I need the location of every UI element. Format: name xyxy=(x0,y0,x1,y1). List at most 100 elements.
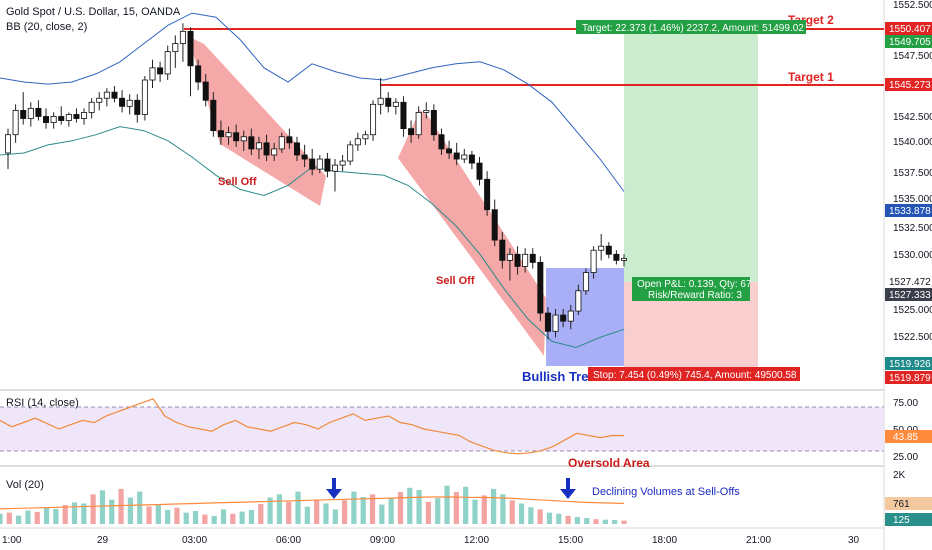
target-1-label: Target 1 xyxy=(788,70,834,84)
candle xyxy=(544,306,551,340)
candle xyxy=(73,108,80,123)
volume-bar xyxy=(612,519,618,524)
time-tick-label: 15:00 xyxy=(558,535,583,546)
volume-bar xyxy=(602,519,608,524)
price-tag-label: 1527.333 xyxy=(889,290,931,301)
time-tick-label: 29 xyxy=(97,535,109,546)
volume-bar xyxy=(183,512,189,524)
candle xyxy=(339,154,346,172)
candle xyxy=(263,134,270,162)
declining-volume-label: Declining Volumes at Sell-Offs xyxy=(592,486,740,498)
candle xyxy=(293,136,300,162)
down-arrow-icon xyxy=(326,478,342,499)
volume-tag xyxy=(885,497,932,510)
price-tick-label: 1535.000 xyxy=(893,194,932,205)
price-tag xyxy=(885,204,932,217)
volume-bar xyxy=(425,501,432,524)
candle xyxy=(316,154,323,174)
price-tag xyxy=(885,288,932,301)
target-info-text: Target: 22.373 (1.46%) 2237.2, Amount: 5… xyxy=(582,23,804,34)
bb-legend: BB (20, close, 2) xyxy=(6,21,87,33)
volume-bar xyxy=(341,500,348,524)
candle xyxy=(81,108,88,125)
time-tick-label: 21:00 xyxy=(746,535,771,546)
candle xyxy=(126,94,133,115)
candle xyxy=(354,132,361,151)
target-info-box[interactable] xyxy=(576,20,806,34)
candle xyxy=(446,140,453,160)
price-tag xyxy=(885,35,932,48)
open-pl-box[interactable] xyxy=(632,277,750,301)
oversold-label: Oversold Area xyxy=(568,456,650,470)
candle xyxy=(590,246,597,279)
volume-bar xyxy=(62,505,68,524)
candle xyxy=(141,75,148,121)
candle xyxy=(149,59,156,89)
volume-bar xyxy=(99,490,106,524)
candle xyxy=(88,98,95,119)
volume-bar xyxy=(0,513,3,524)
price-axis[interactable]: 1552.500 1547.500 1542.500 1540.000 1537.500… xyxy=(885,0,932,384)
profit-zone xyxy=(624,28,758,282)
volume-bar xyxy=(146,506,152,524)
candle xyxy=(324,152,331,178)
volume-axis[interactable]: 2K 761 125 xyxy=(885,470,932,526)
candle xyxy=(301,144,308,168)
candle xyxy=(499,232,506,269)
volume-bar xyxy=(220,509,227,524)
candle xyxy=(506,248,513,281)
candle xyxy=(248,128,255,155)
time-axis[interactable]: 1:00 29 03:00 06:00 09:00 12:00 15:00 18:00 21:0… xyxy=(2,535,860,546)
volume-bar xyxy=(155,505,161,524)
candle xyxy=(613,250,620,265)
candle xyxy=(415,106,422,139)
candles xyxy=(5,23,628,340)
candle xyxy=(103,88,110,107)
volume-tag-label: 125 xyxy=(893,515,910,526)
candle xyxy=(400,96,407,137)
candle xyxy=(286,128,293,149)
volume-tag xyxy=(885,513,932,526)
candle xyxy=(111,86,118,103)
volume-bar xyxy=(453,492,459,524)
bullish-trend-label: Bullish Tren xyxy=(522,369,596,384)
candle xyxy=(225,126,232,145)
volume-bar xyxy=(407,487,413,524)
time-tick-label: 1:00 xyxy=(2,535,22,546)
volume-bar xyxy=(174,507,180,524)
sell-off-channel-1 xyxy=(188,36,326,206)
price-tag xyxy=(885,357,932,370)
volume-bar xyxy=(286,501,292,524)
candle xyxy=(157,61,164,83)
candle xyxy=(43,108,50,129)
candle xyxy=(233,124,240,147)
volume-bar xyxy=(230,513,236,524)
volume-bar xyxy=(202,514,208,524)
volume-bar xyxy=(491,488,497,524)
price-tick-label: 1532.500 xyxy=(893,223,932,234)
price-tag-label: 1519.879 xyxy=(889,373,931,384)
candle xyxy=(35,100,42,121)
rsi-band xyxy=(0,407,884,451)
volume-bar xyxy=(295,491,301,524)
volume-bar xyxy=(267,497,273,524)
volume-bar xyxy=(388,497,394,524)
price-tick-label: 1522.500 xyxy=(893,332,932,343)
candle xyxy=(202,73,209,107)
time-tick-label: 06:00 xyxy=(276,535,301,546)
price-tag xyxy=(885,275,932,288)
volume-bar xyxy=(444,485,450,524)
price-tag xyxy=(885,78,932,91)
candle xyxy=(522,248,529,273)
stop-info-box[interactable] xyxy=(588,367,800,381)
candle xyxy=(408,120,415,143)
candle xyxy=(255,136,262,160)
sell-off-label-2: Sell Off xyxy=(436,275,475,287)
rsi-tick-label: 25.00 xyxy=(893,452,918,463)
volume-bar xyxy=(258,504,264,524)
candle xyxy=(370,100,377,141)
candle xyxy=(12,104,19,143)
